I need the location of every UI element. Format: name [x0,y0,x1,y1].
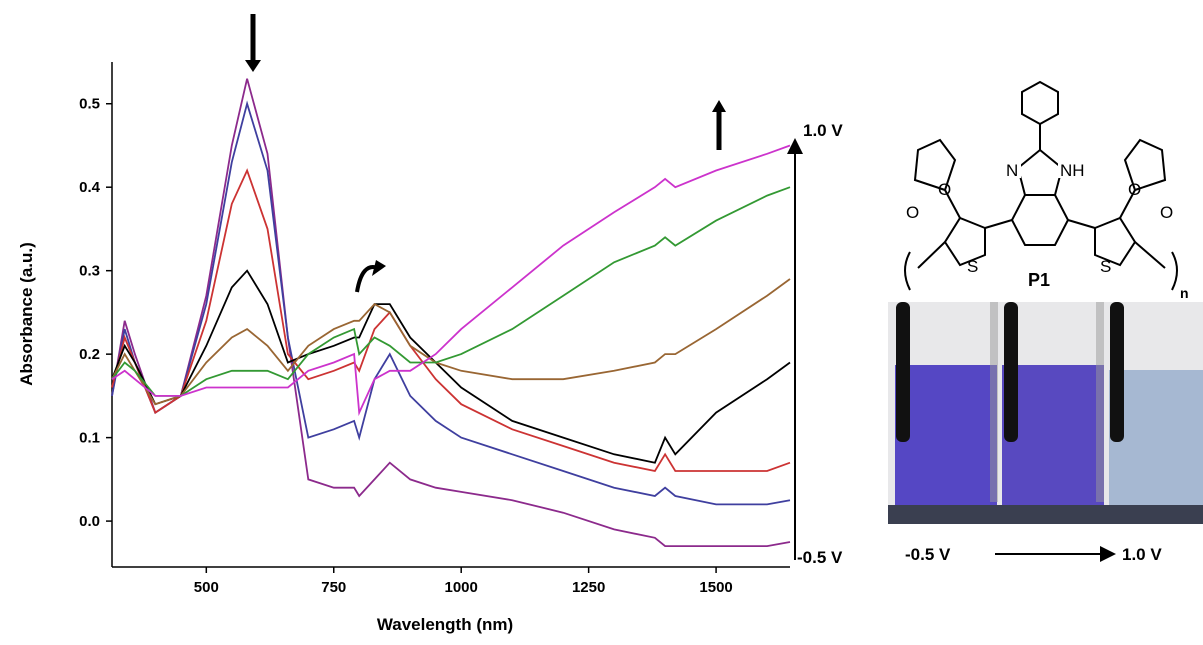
y-tick-label: 0.4 [79,179,101,196]
atom-label: N [1006,161,1018,180]
atom-label: O [938,180,951,199]
x-tick-label: 1250 [572,579,605,596]
photo [888,302,1203,524]
curved-arrow-head [372,260,386,276]
annotation: 1.0 V [803,121,843,140]
annotation: -0.5 V [797,548,843,567]
spectrum-line [111,269,791,464]
spectrum-line [111,186,791,397]
atom-label: O [1160,203,1173,222]
atom-label: O [1128,180,1141,199]
photo-label: 1.0 V [1122,545,1162,564]
atom-bg [1058,160,1084,178]
plot-area [111,78,791,547]
repeat-label: n [1180,285,1189,301]
atom-label: O [906,203,919,222]
x-tick-label: 1500 [699,579,732,596]
polymer-name: P1 [1028,270,1050,290]
spectrum-line [111,100,791,506]
down-arrow-head [245,60,261,72]
up-arrow-head [712,100,726,112]
y-tick-label: 0.3 [79,263,100,280]
photo-label: -0.5 V [905,545,951,564]
atom-label: S [967,257,978,276]
structure [904,80,1178,291]
y-axis-label: Absorbance (a.u.) [17,242,36,386]
atom-label: NH [1060,161,1085,180]
x-axis-label: Wavelength (nm) [377,615,513,634]
spectrum-line [111,78,791,547]
spectrum-line [111,278,791,406]
y-tick-label: 0.1 [79,430,100,447]
x-tick-label: 750 [321,579,346,596]
x-tick-label: 500 [194,579,219,596]
y-tick-label: 0.5 [79,96,100,113]
y-tick-label: 0.2 [79,346,100,363]
spectrum-line [111,144,791,417]
x-tick-label: 1000 [445,579,478,596]
spectrum-line [111,168,791,473]
y-tick-label: 0.0 [79,513,100,530]
atom-label: S [1100,257,1111,276]
atom-bg [1005,160,1021,178]
